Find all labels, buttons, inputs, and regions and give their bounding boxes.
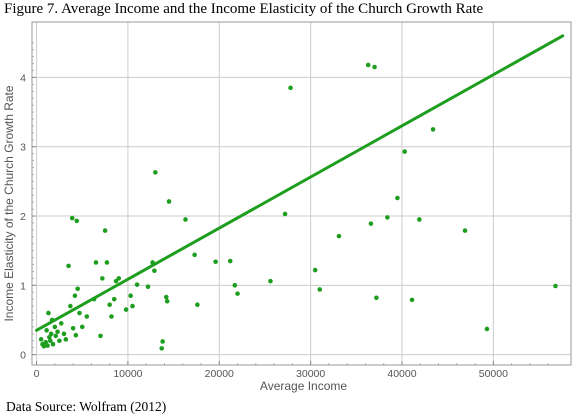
data-point [44, 328, 49, 333]
x-tick-label: 20000 [205, 368, 234, 380]
data-point [409, 297, 415, 303]
data-point [365, 62, 371, 68]
data-point [374, 295, 379, 301]
data-point [68, 303, 73, 309]
data-point [145, 284, 151, 289]
data-point [52, 324, 58, 330]
trend-line [35, 34, 565, 332]
data-point [164, 298, 170, 304]
data-point [73, 332, 79, 338]
data-point [79, 324, 85, 330]
data-point [227, 258, 233, 264]
data-point [48, 331, 54, 337]
data-point [195, 302, 200, 308]
data-point [84, 314, 90, 319]
x-tick-label: 40000 [387, 368, 416, 380]
data-point [312, 267, 318, 273]
data-point [55, 329, 60, 335]
data-point [74, 218, 80, 224]
data-point [53, 333, 59, 339]
data-point [61, 331, 67, 337]
data-point [75, 286, 80, 292]
data-point [63, 337, 69, 342]
data-point [70, 325, 76, 331]
data-point [77, 310, 82, 316]
data-point [166, 199, 172, 204]
data-point [417, 217, 422, 222]
data-point [268, 278, 273, 284]
data-point [69, 215, 75, 221]
data-point [123, 307, 129, 312]
y-axis-title: Income Elasticity of the Church Growth R… [2, 85, 16, 321]
data-point [235, 291, 240, 296]
x-tick-label: 50000 [479, 368, 508, 380]
data-point [553, 283, 558, 289]
figure-title: Figure 7. Average Income and the Income … [4, 1, 484, 17]
data-point [160, 339, 165, 344]
y-tick-label: 1 [20, 280, 26, 292]
data-point [66, 263, 71, 269]
data-point [41, 343, 47, 349]
data-point [183, 217, 188, 222]
data-point [134, 282, 140, 287]
axis-ticks: 0 10000 20000 30000 40000 50000 0 1 2 3 4 [20, 42, 549, 380]
data-point [58, 321, 64, 326]
grid-lines [32, 22, 571, 365]
data-point [372, 64, 377, 70]
data-point [430, 127, 436, 132]
data-points [38, 62, 558, 351]
x-axis-title: Average Income [260, 379, 347, 393]
data-point [109, 314, 114, 319]
data-point [102, 228, 108, 233]
data-point [128, 293, 133, 299]
data-point [159, 346, 165, 351]
trend-line-group [35, 34, 565, 332]
data-point [46, 310, 51, 316]
data-point [47, 338, 53, 344]
x-tick-label: 10000 [113, 368, 142, 380]
y-tick-label: 2 [20, 211, 26, 223]
data-point [282, 211, 288, 217]
data-point [395, 195, 400, 201]
data-point [336, 233, 342, 239]
data-point [462, 228, 468, 233]
data-point [57, 338, 62, 344]
data-point [232, 283, 238, 288]
data-point [98, 333, 103, 339]
data-point [111, 296, 117, 302]
y-tick-label: 0 [20, 350, 26, 362]
data-point [72, 293, 78, 299]
data-point [104, 260, 110, 265]
y-tick-label: 4 [20, 72, 26, 84]
data-point [38, 337, 44, 342]
y-tick-label: 3 [20, 142, 26, 154]
data-point [213, 259, 218, 265]
x-tick-label: 30000 [296, 368, 325, 380]
data-point [47, 334, 52, 340]
data-point [317, 287, 323, 292]
data-point [385, 215, 390, 220]
data-point [50, 341, 56, 347]
data-point [368, 221, 374, 226]
data-point [163, 294, 169, 300]
data-point [107, 302, 112, 308]
data-point [152, 268, 157, 274]
data-point [192, 252, 197, 258]
data-point [93, 260, 99, 265]
data-point [402, 149, 408, 154]
data-point [130, 303, 135, 309]
data-point [288, 85, 293, 91]
x-tick-label: 0 [34, 368, 40, 380]
data-source-note: Data Source: Wolfram (2012) [6, 399, 167, 414]
data-point [153, 170, 158, 175]
data-point [116, 276, 122, 281]
data-point [100, 276, 105, 281]
data-point [45, 343, 50, 348]
plot-frame [31, 21, 572, 366]
data-point [43, 339, 49, 345]
data-point [484, 326, 490, 332]
